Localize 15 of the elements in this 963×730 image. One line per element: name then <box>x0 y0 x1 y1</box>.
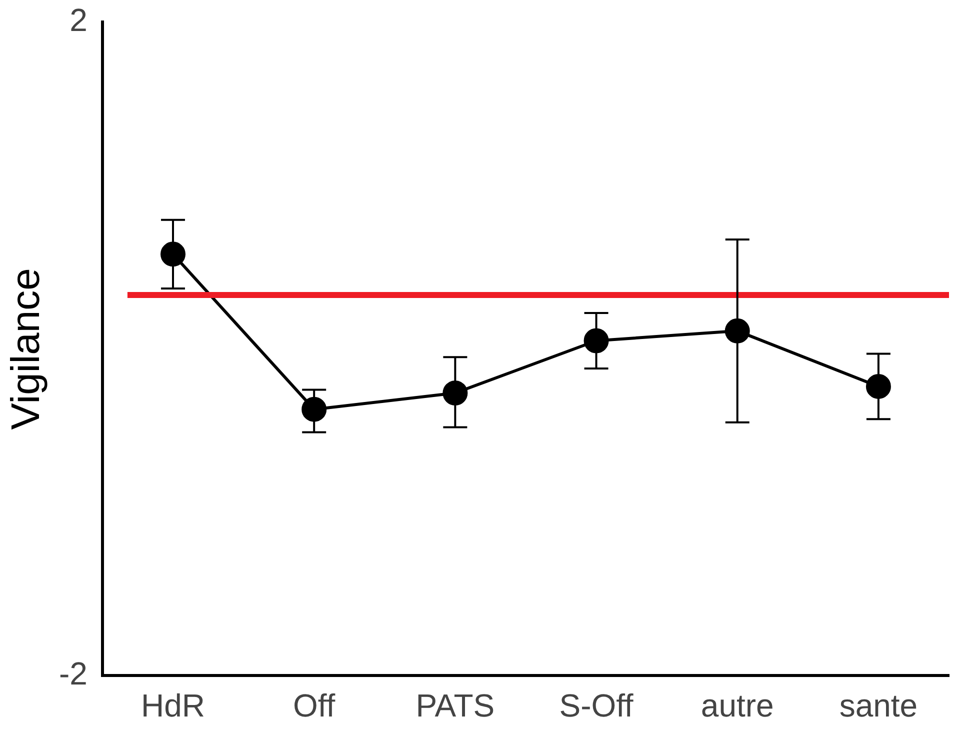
y-tick-label: -2 <box>59 655 88 692</box>
point <box>302 396 327 422</box>
x-tick-label: S-Off <box>559 688 634 724</box>
x-tick-label: Off <box>293 688 336 724</box>
y-axis-title: Vigilance <box>4 268 48 430</box>
point <box>442 380 468 406</box>
point <box>724 318 750 344</box>
point <box>584 328 609 354</box>
x-tick-label: sante <box>839 688 918 724</box>
point <box>866 374 891 399</box>
y-tick-label: 2 <box>70 2 88 38</box>
point <box>160 242 186 267</box>
x-tick-label: autre <box>700 688 774 724</box>
x-tick-label: HdR <box>140 688 206 724</box>
x-tick-label: PATS <box>416 688 495 724</box>
